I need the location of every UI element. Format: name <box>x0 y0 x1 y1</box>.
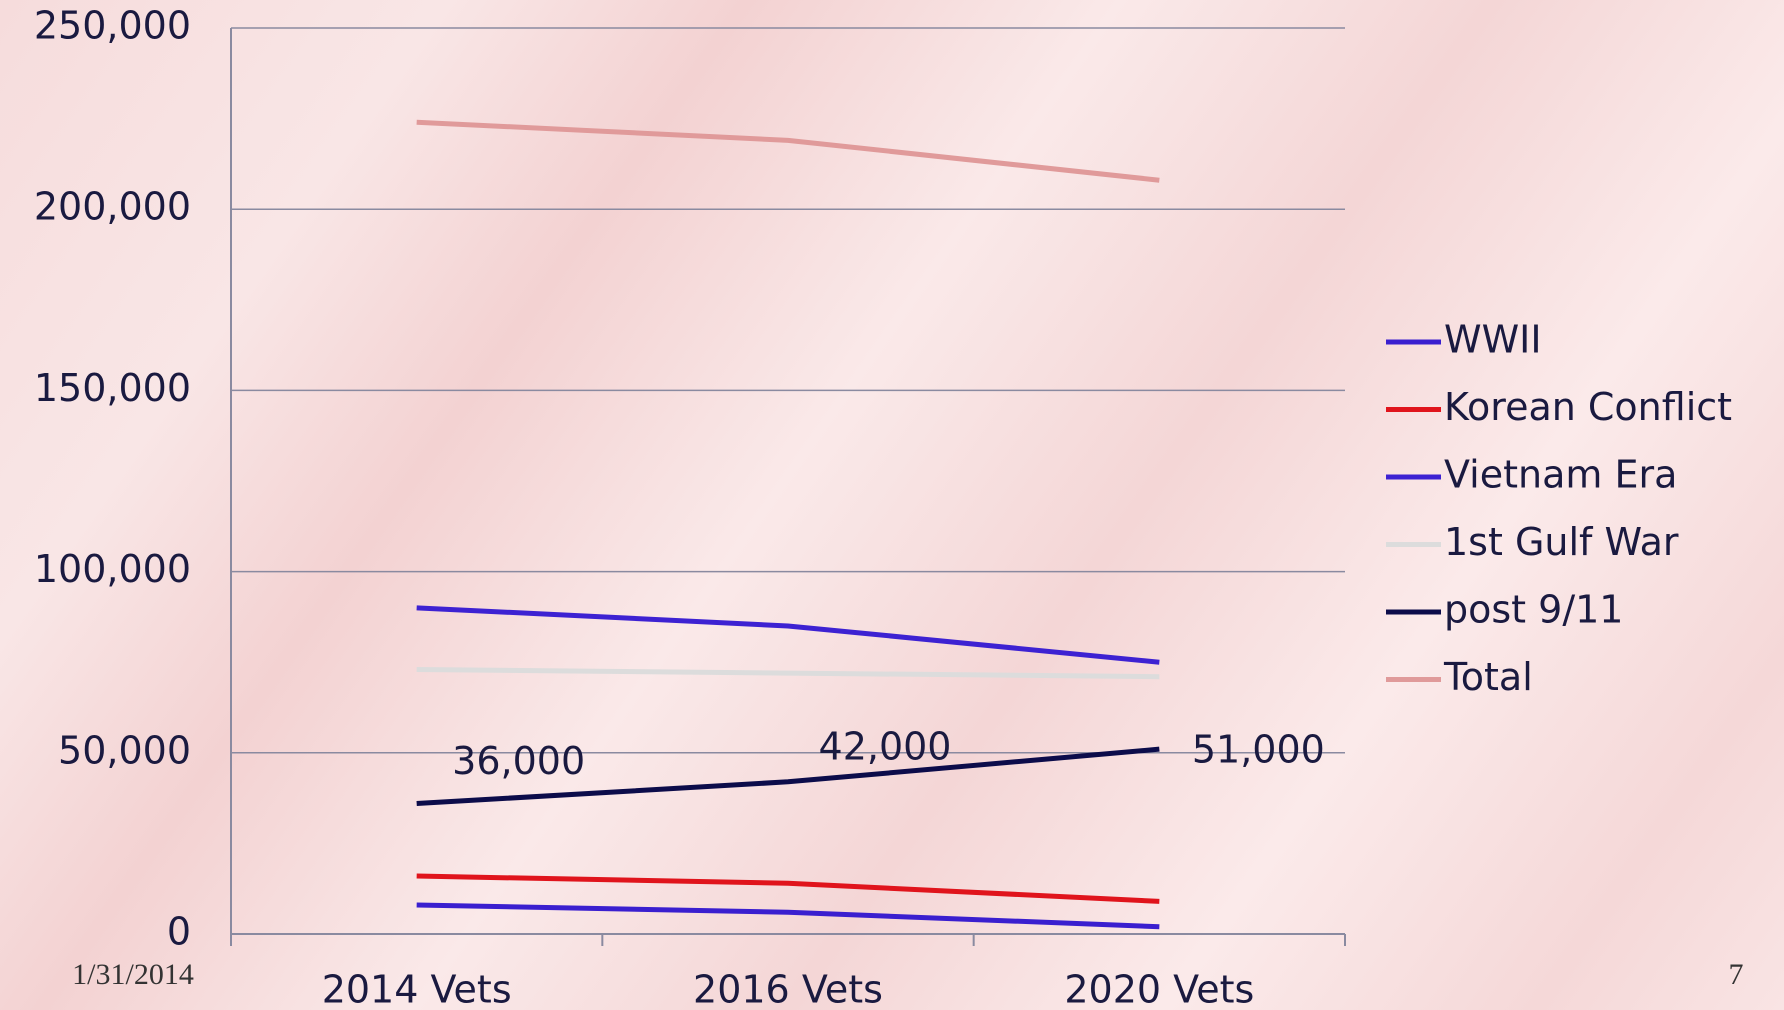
legend-label: 1st Gulf War <box>1444 520 1679 564</box>
y-tick-label: 250,000 <box>34 4 191 48</box>
legend-label: WWII <box>1444 318 1542 362</box>
x-tick-label: 2020 Vets <box>1064 968 1254 1010</box>
y-tick-label: 200,000 <box>34 185 191 229</box>
y-tick-label: 100,000 <box>34 547 191 591</box>
series-line <box>416 902 1160 930</box>
legend-label: Vietnam Era <box>1444 453 1677 497</box>
x-tick-label: 2016 Vets <box>693 968 883 1010</box>
data-label: 51,000 <box>1192 728 1325 772</box>
series-line <box>416 605 1160 665</box>
data-label: 36,000 <box>452 739 585 783</box>
y-tick-label: 0 <box>167 910 191 954</box>
series-line <box>416 746 1160 807</box>
series-line <box>416 666 1160 680</box>
series-line <box>416 873 1160 904</box>
footer-date: 1/31/2014 <box>72 958 194 991</box>
y-tick-label: 150,000 <box>34 366 191 410</box>
data-label: 42,000 <box>819 724 952 768</box>
legend-label: post 9/11 <box>1444 588 1623 632</box>
x-tick-label: 2014 Vets <box>322 968 512 1010</box>
y-tick-label: 50,000 <box>58 728 191 772</box>
series-line <box>416 119 1160 183</box>
page-number: 7 <box>1729 958 1744 991</box>
legend-label: Korean Conflict <box>1444 385 1732 429</box>
legend-label: Total <box>1443 655 1533 699</box>
